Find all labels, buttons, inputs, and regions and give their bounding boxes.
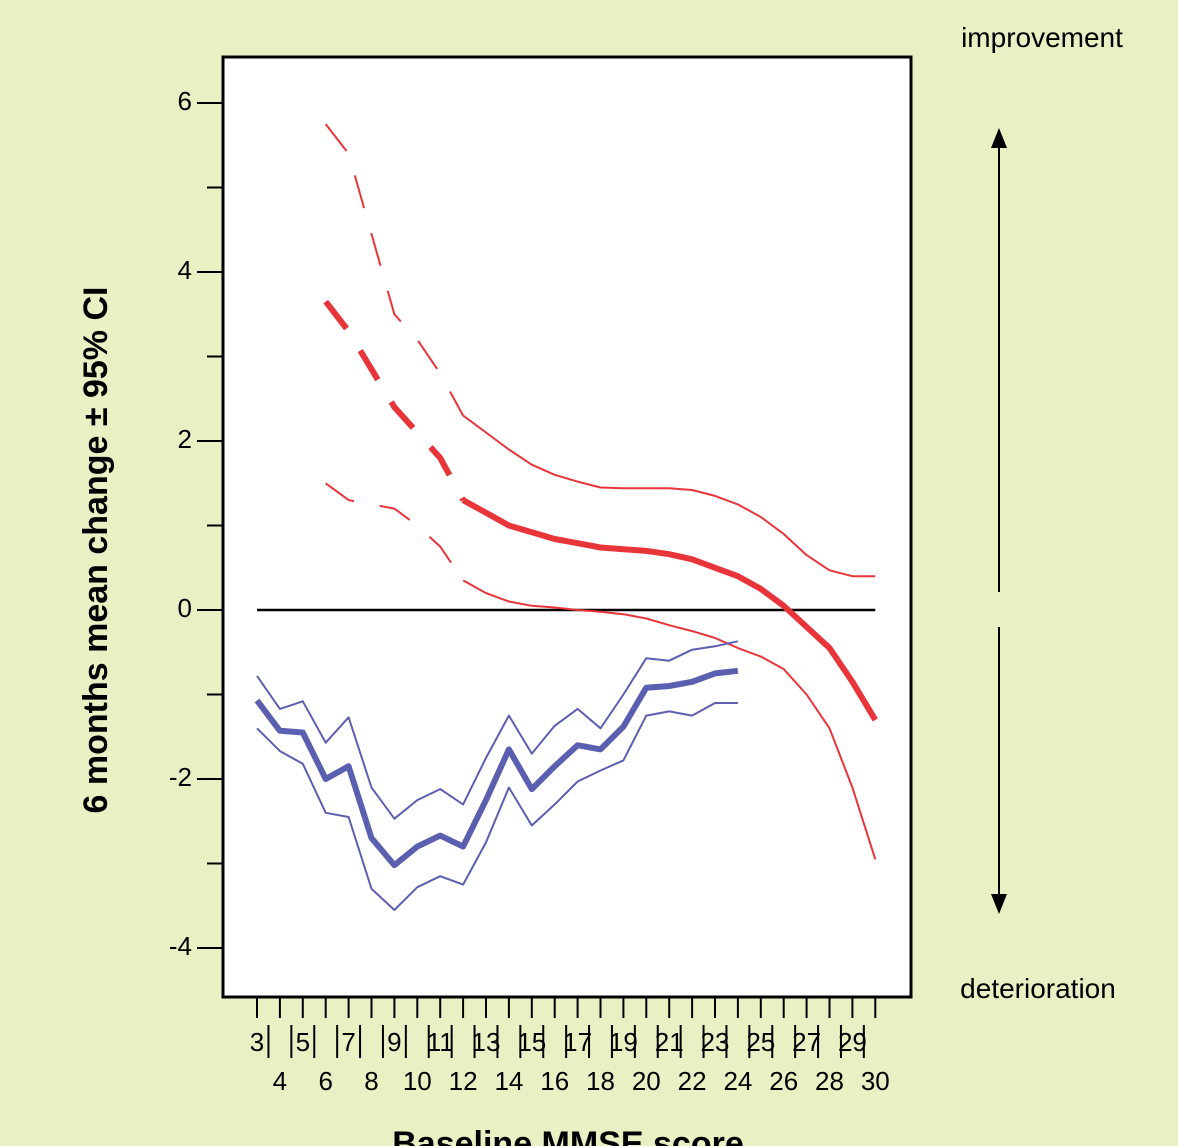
x-tick-label: 7 <box>341 1027 355 1057</box>
x-tick-label: 22 <box>678 1066 707 1096</box>
x-tick-label: 8 <box>364 1066 378 1096</box>
series-blue-lower <box>256 702 738 911</box>
x-tick-label: 3 <box>250 1027 264 1057</box>
x-tick-label: 18 <box>586 1066 615 1096</box>
y-tick-label: 6 <box>178 86 192 116</box>
x-tick-label: 21 <box>655 1027 684 1057</box>
y-axis: -4 -2 0 2 4 6 <box>169 86 223 961</box>
series-blue-mean <box>254 667 739 869</box>
improvement-label: improvement <box>961 22 1123 53</box>
x-tick-label: 13 <box>472 1027 501 1057</box>
x-tick-label: 16 <box>540 1066 569 1096</box>
x-tick-label: 23 <box>701 1027 730 1057</box>
deterioration-arrow <box>991 627 1007 914</box>
x-tick-label: 15 <box>517 1027 546 1057</box>
x-tick-label: 5 <box>296 1027 310 1057</box>
y-tick-label: 2 <box>178 424 192 454</box>
x-tick-label: 11 <box>427 1027 454 1057</box>
plot-area <box>221 55 913 999</box>
y-tick-label: 0 <box>178 593 192 623</box>
x-tick-label: 28 <box>815 1066 844 1096</box>
x-tick-label: 27 <box>792 1027 821 1057</box>
y-tick-label: 4 <box>178 255 192 285</box>
y-tick-label: -4 <box>169 931 192 961</box>
series-red-lower-dashed <box>325 482 464 581</box>
x-tick-label: 10 <box>403 1066 432 1096</box>
x-tick-label: 29 <box>838 1027 867 1057</box>
x-tick-label: 9 <box>387 1027 401 1057</box>
x-tick-label: 14 <box>494 1066 523 1096</box>
x-tick-label: 26 <box>769 1066 798 1096</box>
series-layer <box>254 123 878 911</box>
x-tick-label: 12 <box>449 1066 478 1096</box>
y-axis-title: 6 months mean change ± 95% CI <box>77 287 115 814</box>
series-red-upper <box>462 414 876 578</box>
x-axis: 3 5 7 9 11 13 15 17 19 21 23 25 27 29 4 6 8 10 12 14 16 18 20 2… <box>250 997 890 1096</box>
x-tick-label: 25 <box>746 1027 775 1057</box>
series-red-mean-dashed <box>323 299 466 502</box>
x-tick-label: 17 <box>563 1027 592 1057</box>
x-tick-label: 4 <box>273 1066 287 1096</box>
series-blue-upper <box>256 640 739 820</box>
x-tick-label: 20 <box>632 1066 661 1096</box>
deterioration-label: deterioration <box>960 973 1116 1004</box>
x-tick-label: 6 <box>318 1066 332 1096</box>
improvement-arrow <box>991 128 1007 592</box>
x-tick-label: 30 <box>861 1066 890 1096</box>
y-tick-label: -2 <box>169 762 192 792</box>
series-red-lower <box>462 579 877 860</box>
series-red-upper-dashed <box>324 123 464 417</box>
x-tick-label: 19 <box>609 1027 638 1057</box>
series-red-mean <box>461 497 878 722</box>
x-tick-label: 24 <box>723 1066 752 1096</box>
x-axis-title: Baseline MMSE score <box>392 1125 743 1146</box>
